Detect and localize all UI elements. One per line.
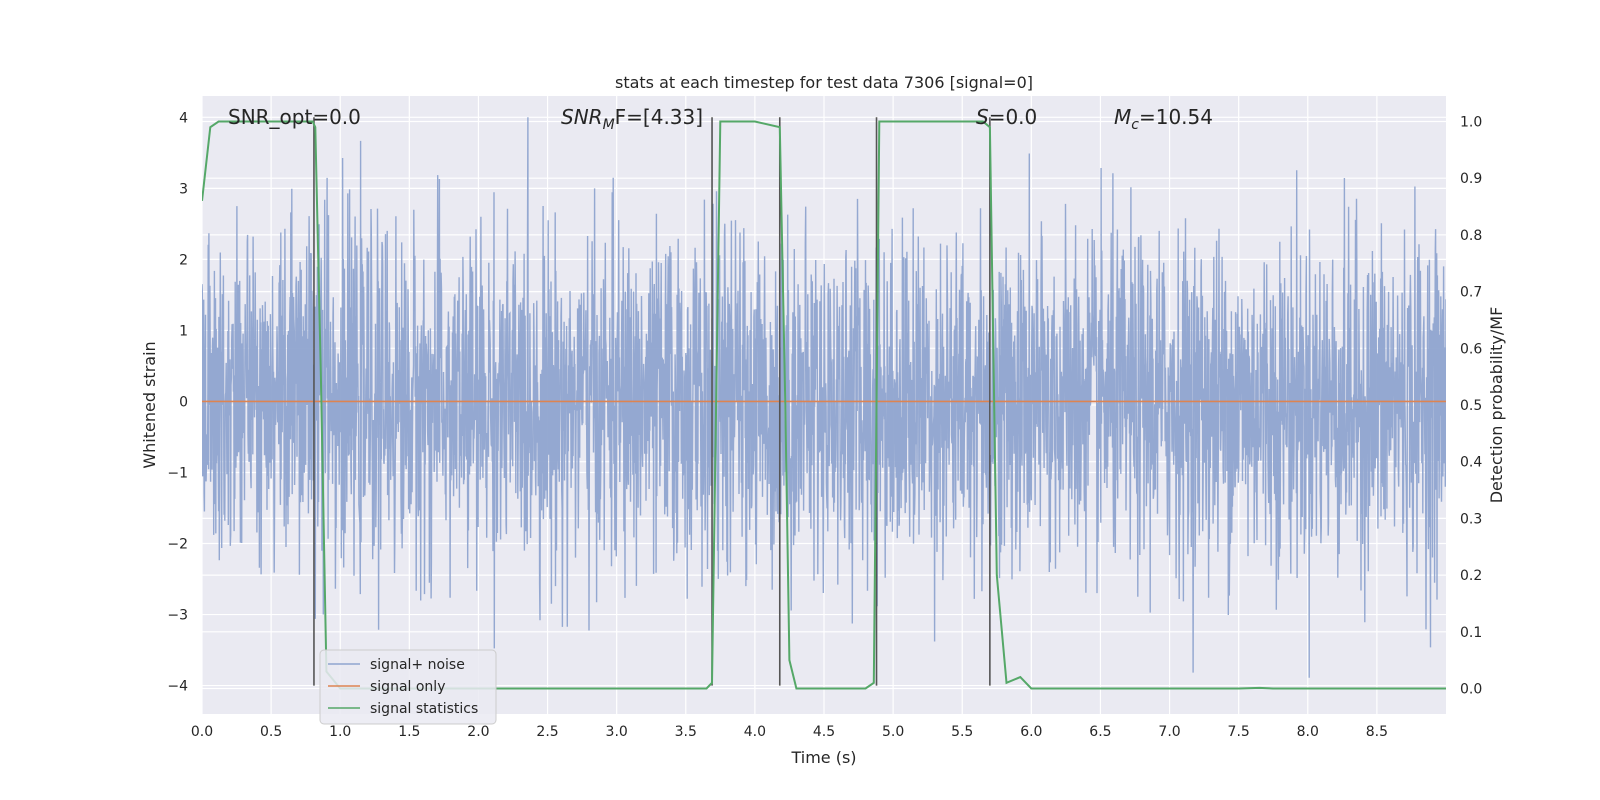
x-tick-label: 6.5 (1089, 724, 1111, 740)
y-tick-label: −1 (167, 465, 188, 481)
y2-tick-label: 0.7 (1460, 285, 1482, 301)
annotation-mc: Mc=10.54 (1114, 105, 1213, 133)
y-tick-label: 1 (179, 323, 188, 339)
series-signal-statistics (202, 120, 1446, 690)
y-tick-label: 4 (179, 110, 188, 126)
x-tick-label: 8.0 (1297, 724, 1319, 740)
annotation-snr-mf: SNRMF=[4.33] (561, 105, 703, 133)
y2-tick-label: 1.0 (1460, 115, 1482, 131)
annotation-mc-value: =10.54 (1139, 105, 1213, 129)
x-tick-label: 6.0 (1020, 724, 1042, 740)
y-axis-ticks: −4 −3 −2 −1 0 1 2 3 4 (167, 110, 188, 694)
legend: signal+ noise signal only signal statist… (319, 649, 497, 725)
y2-axis-label: Detection probability/MF (1487, 307, 1506, 504)
x-tick-label: 3.5 (675, 724, 697, 740)
y2-tick-label: 0.3 (1460, 511, 1482, 527)
annotation-snr-opt: SNR_opt=0.0 (228, 105, 361, 129)
annotation-snr-mf-symbol: SNR (561, 105, 603, 129)
annotation-s-symbol: S (976, 105, 989, 129)
x-tick-label: 5.5 (951, 724, 973, 740)
y-axis-label: Whitened strain (140, 341, 159, 468)
legend-label-signal-statistics: signal statistics (370, 701, 478, 717)
y-tick-label: −3 (167, 608, 188, 624)
series-signal-noise (202, 117, 1446, 678)
y-tick-label: −2 (167, 537, 188, 553)
x-tick-label: 4.0 (744, 724, 766, 740)
annotation-s: S=0.0 (976, 105, 1037, 129)
chart-title: stats at each timestep for test data 730… (615, 73, 1033, 92)
y2-tick-label: 0.9 (1460, 171, 1482, 187)
x-tick-label: 0.5 (260, 724, 282, 740)
annotation-snr-mf-value: F=[4.33] (615, 105, 703, 129)
x-axis-label: Time (s) (790, 748, 856, 767)
y2-tick-label: 0.5 (1460, 398, 1482, 414)
y2-tick-label: 0.1 (1460, 625, 1482, 641)
x-tick-label: 0.0 (191, 724, 213, 740)
x-tick-label: 1.0 (329, 724, 351, 740)
annotation-s-value: =0.0 (989, 105, 1038, 129)
y-tick-label: 2 (179, 252, 188, 268)
y-tick-label: −4 (167, 679, 188, 695)
x-tick-label: 2.5 (536, 724, 558, 740)
x-tick-label: 4.5 (813, 724, 835, 740)
x-tick-label: 7.0 (1158, 724, 1180, 740)
legend-box (319, 649, 497, 725)
x-tick-label: 3.0 (606, 724, 628, 740)
plot-layer (202, 117, 1446, 690)
x-tick-label: 7.5 (1228, 724, 1250, 740)
annotation-mc-symbol: M (1114, 105, 1131, 129)
legend-label-signal-noise: signal+ noise (370, 657, 465, 673)
x-tick-label: 8.5 (1366, 724, 1388, 740)
y2-axis-ticks: 0.0 0.1 0.2 0.3 0.4 0.5 0.6 0.7 0.8 0.9 1.0 (1460, 115, 1482, 698)
annotation-mc-subscript: c (1131, 117, 1139, 133)
x-tick-label: 5.0 (882, 724, 904, 740)
annotation-snr-mf-subscript: M (603, 117, 615, 133)
x-tick-label: 2.0 (467, 724, 489, 740)
y2-tick-label: 0.4 (1460, 455, 1482, 471)
legend-label-signal-only: signal only (370, 679, 445, 695)
x-axis-ticks: 0.0 0.5 1.0 1.5 2.0 2.5 3.0 3.5 4.0 4.5 5.0 5.5 6.0 6… (191, 724, 1388, 740)
y2-tick-label: 0.8 (1460, 228, 1482, 244)
y-tick-label: 3 (179, 181, 188, 197)
signal-noise-trace (202, 117, 1446, 678)
y-tick-label: 0 (179, 394, 188, 410)
y2-tick-label: 0.0 (1460, 681, 1482, 697)
x-tick-label: 1.5 (398, 724, 420, 740)
y2-tick-label: 0.2 (1460, 568, 1482, 584)
y2-tick-label: 0.6 (1460, 341, 1482, 357)
